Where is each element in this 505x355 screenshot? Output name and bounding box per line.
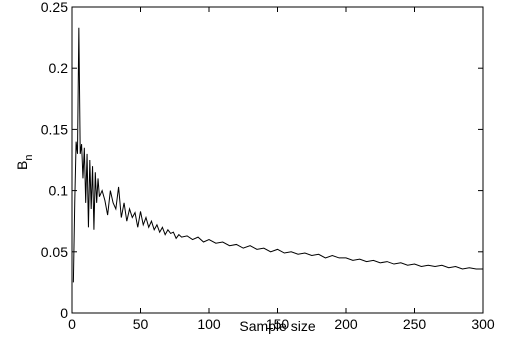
y-tick-label: 0.05 — [41, 244, 68, 260]
x-tick-label: 300 — [471, 316, 495, 332]
y-tick-label: 0.1 — [49, 183, 69, 199]
y-axis-title-main: B — [14, 161, 30, 170]
series-line — [72, 27, 483, 283]
x-tick-label: 0 — [68, 316, 76, 332]
plot-frame — [71, 6, 484, 314]
y-axis-title-subscript: n — [23, 155, 35, 161]
axis-ticks — [71, 6, 484, 314]
x-tick-label: 250 — [403, 316, 427, 332]
x-tick-label: 200 — [334, 316, 358, 332]
x-tick-label: 100 — [197, 316, 221, 332]
x-tick-label: 50 — [133, 316, 149, 332]
x-axis-title: Sample size — [239, 318, 315, 334]
y-tick-label: 0 — [60, 305, 68, 321]
y-tick-label: 0.25 — [41, 0, 68, 15]
y-tick-label: 0.15 — [41, 121, 68, 137]
axis-tick-labels: 0 50 100 150 200 250 300 0 0.05 0.1 0.15 0.2 0.25 — [41, 0, 495, 332]
x-tick-label: 150 — [266, 316, 290, 332]
y-axis-title: Bn — [14, 155, 35, 170]
y-tick-label: 0.2 — [49, 60, 69, 76]
